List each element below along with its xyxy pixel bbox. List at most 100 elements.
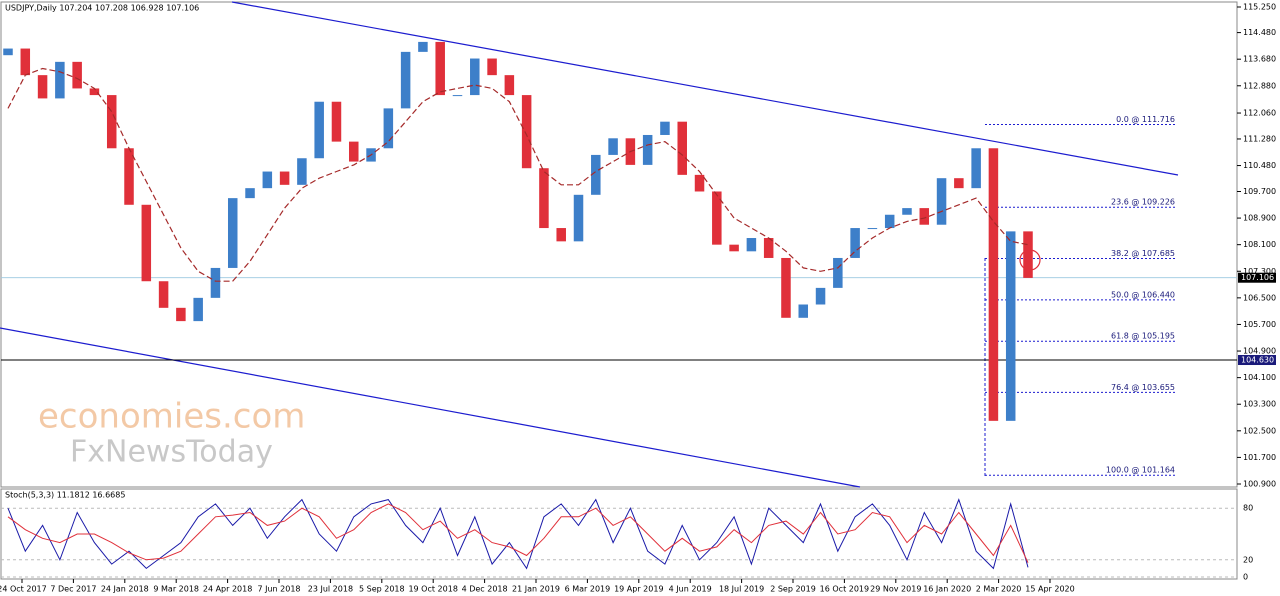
watermark: FxNewsToday xyxy=(70,435,273,470)
fib-label: 100.0 @ 101.164 xyxy=(1106,466,1175,475)
price-tag-label: 104.630 xyxy=(1241,356,1274,365)
y-tick-label: 105.700 xyxy=(1243,320,1276,329)
candle-body xyxy=(781,257,791,318)
y-tick-label: 110.480 xyxy=(1243,161,1276,170)
trend-line xyxy=(231,1,1179,176)
y-tick-label: 106.500 xyxy=(1243,293,1276,302)
y-tick-label: 113.680 xyxy=(1243,55,1276,64)
chart-title: USDJPY,Daily 107.204 107.208 106.928 107… xyxy=(5,4,199,13)
x-tick-label: 9 Mar 2018 xyxy=(153,585,199,594)
candle-body xyxy=(262,171,273,189)
candle-body xyxy=(677,121,687,175)
candle-body xyxy=(349,141,359,162)
candle-body xyxy=(504,75,515,96)
stoch-panel xyxy=(0,488,1238,580)
candle-body xyxy=(884,214,895,229)
y-tick-label: 111.280 xyxy=(1243,134,1276,143)
candle-body xyxy=(487,58,497,76)
candle-body xyxy=(124,148,134,205)
x-tick-label: 19 Apr 2019 xyxy=(614,585,663,594)
candle-body xyxy=(314,101,324,159)
y-tick-label: 102.500 xyxy=(1243,426,1276,435)
candle-body xyxy=(1005,231,1016,421)
candle-body xyxy=(72,61,82,89)
y-tick-label: 114.480 xyxy=(1243,28,1276,37)
candle-body xyxy=(591,154,601,195)
x-tick-label: 2 Mar 2020 xyxy=(976,585,1022,594)
trend-line xyxy=(0,327,861,488)
x-tick-label: 7 Jun 2018 xyxy=(257,585,300,594)
candle-body xyxy=(539,168,549,229)
fib-label: 50.0 @ 106.440 xyxy=(1111,290,1175,299)
candle-body xyxy=(954,178,964,189)
candle-body xyxy=(608,138,618,155)
y-tick-label: 108.900 xyxy=(1243,214,1276,223)
y-tick-label: 20 xyxy=(1243,555,1253,564)
candle-body xyxy=(210,267,221,298)
x-tick-label: 16 Oct 2019 xyxy=(820,585,869,594)
x-tick-label: 2 Sep 2019 xyxy=(770,585,816,594)
x-tick-label: 21 Jan 2019 xyxy=(512,585,560,594)
indicator-title: Stoch(5,3,3) 11.1812 16.6685 xyxy=(5,491,125,500)
moving-average xyxy=(7,67,1029,282)
x-tick-label: 18 Jul 2019 xyxy=(719,585,764,594)
candle-body xyxy=(245,188,255,199)
candle-body xyxy=(746,238,757,252)
x-tick-label: 15 Apr 2020 xyxy=(1025,585,1074,594)
candle-body xyxy=(141,204,152,282)
y-tick-label: 112.060 xyxy=(1243,109,1276,118)
x-tick-label: 4 Dec 2018 xyxy=(462,585,508,594)
candle-body xyxy=(763,238,774,258)
price-tag xyxy=(1238,355,1276,366)
candle-body xyxy=(556,228,566,242)
x-tick-label: 24 Jan 2018 xyxy=(101,585,149,594)
fib-label: 76.4 @ 103.655 xyxy=(1111,383,1175,392)
candle-body xyxy=(37,75,48,99)
x-tick-label: 16 Jan 2020 xyxy=(923,585,971,594)
y-tick-label: 103.300 xyxy=(1243,400,1276,409)
candle-body xyxy=(418,41,428,52)
candle-body xyxy=(227,198,238,268)
candle-body xyxy=(1023,231,1033,278)
candle-body xyxy=(331,101,342,142)
y-tick-label: 108.100 xyxy=(1243,240,1276,249)
candle-body xyxy=(642,134,653,165)
y-tick-label: 100.900 xyxy=(1243,480,1276,489)
stoch-line xyxy=(7,498,1029,570)
x-tick-label: 5 Sep 2018 xyxy=(359,585,405,594)
y-tick-label: 104.100 xyxy=(1243,373,1276,382)
candle-body xyxy=(279,171,290,185)
candle-body xyxy=(297,158,307,185)
candle-body xyxy=(798,304,809,318)
y-tick-label: 109.700 xyxy=(1243,187,1276,196)
candle-body xyxy=(3,48,13,56)
x-tick-label: 24 Apr 2018 xyxy=(203,585,252,594)
candle-body xyxy=(902,208,912,215)
candle-body xyxy=(988,148,999,421)
price-tag xyxy=(1238,272,1276,283)
candle-body xyxy=(452,95,463,97)
y-tick-label: 104.900 xyxy=(1243,347,1276,356)
fib-label: 23.6 @ 109.226 xyxy=(1111,198,1175,207)
candle-body xyxy=(694,174,705,192)
y-tick-label: 107.300 xyxy=(1243,267,1276,276)
candle-body xyxy=(89,88,100,96)
candle-body xyxy=(936,178,947,225)
candle-body xyxy=(850,228,860,258)
candle-body xyxy=(106,95,117,149)
fib-label: 0.0 @ 111.716 xyxy=(1116,115,1175,124)
candle-body xyxy=(815,287,826,305)
fib-label: 61.8 @ 105.195 xyxy=(1111,332,1175,341)
watermark: economies.com xyxy=(38,397,305,437)
y-tick-label: 0 xyxy=(1243,573,1248,582)
x-tick-label: 24 Oct 2017 xyxy=(0,585,47,594)
y-tick-label: 80 xyxy=(1243,504,1253,513)
y-tick-label: 112.880 xyxy=(1243,81,1276,90)
candle-body xyxy=(400,51,411,109)
candle-body xyxy=(660,121,670,135)
stoch-line xyxy=(7,503,1029,563)
candle-body xyxy=(573,194,584,242)
candle-body xyxy=(470,58,480,96)
